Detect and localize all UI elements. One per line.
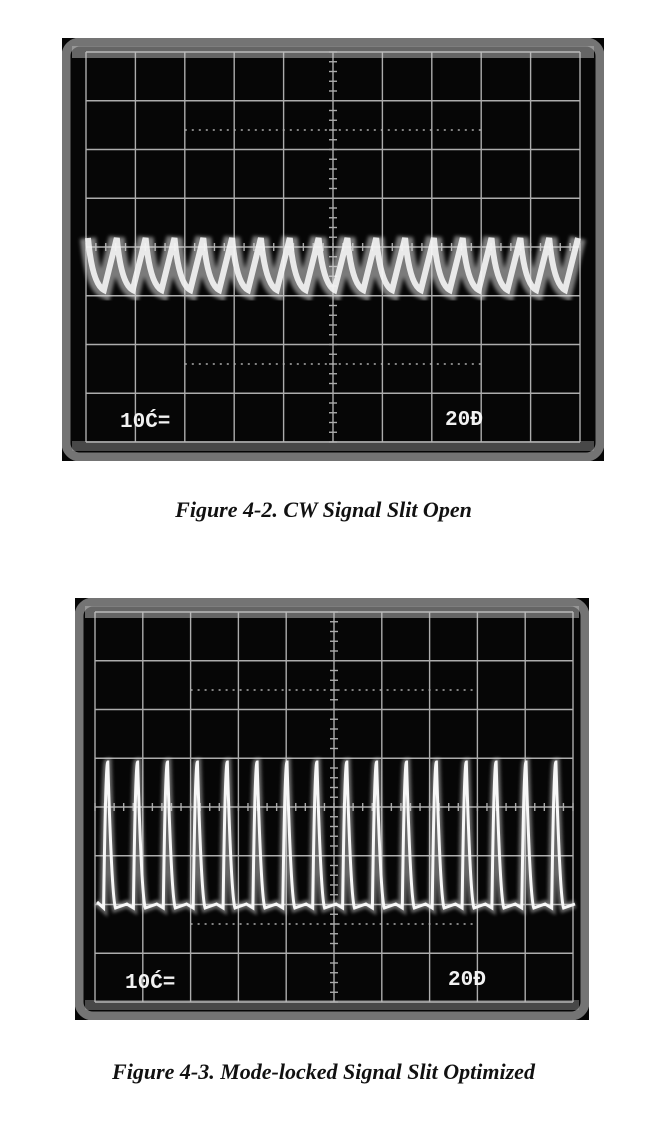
bezel-bottom-glare bbox=[85, 1000, 579, 1010]
oscilloscope-screen: 10Ć= 20Đ bbox=[75, 598, 589, 1020]
cw-signal-trace bbox=[80, 236, 586, 302]
timebase-readout: 10Ć= bbox=[125, 971, 175, 995]
oscilloscope-screen: 10Ć= 20Đ bbox=[62, 38, 604, 461]
bezel-bottom-glare bbox=[72, 441, 594, 451]
volts-per-division-readout: 20Đ bbox=[445, 409, 483, 432]
trace-line bbox=[95, 760, 576, 912]
trace-line bbox=[85, 237, 581, 295]
figure-caption: Figure 4-2. CW Signal Slit Open bbox=[175, 497, 472, 522]
oscilloscope-photo-cw-signal: 10Ć= 20Đ bbox=[62, 38, 604, 461]
figure-caption: Figure 4-3. Mode-locked Signal Slit Opti… bbox=[112, 1059, 535, 1084]
timebase-readout: 10Ć= bbox=[120, 410, 170, 434]
screen-bezel bbox=[62, 38, 604, 461]
screen-bezel bbox=[75, 598, 589, 1020]
mode-locked-signal-trace bbox=[94, 757, 577, 917]
oscilloscope-photo-mode-locked-signal: 10Ć= 20Đ bbox=[75, 598, 589, 1020]
volts-per-division-readout: 20Đ bbox=[448, 969, 486, 992]
